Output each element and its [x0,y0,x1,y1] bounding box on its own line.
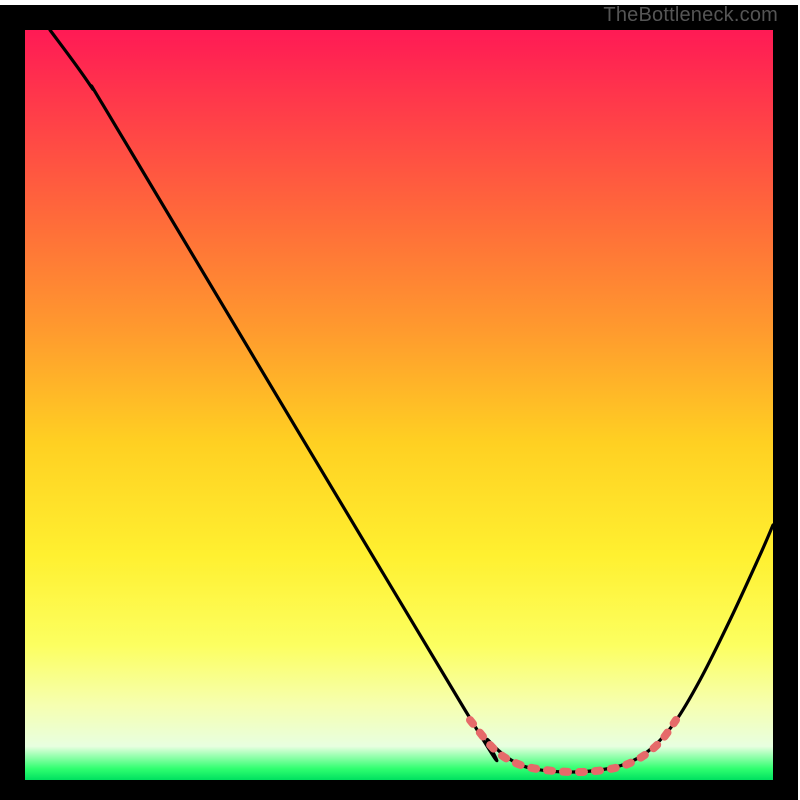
plot-background [25,30,773,780]
chart-container: TheBottleneck.com [0,0,800,800]
chart-svg [0,0,800,800]
watermark-text: TheBottleneck.com [603,4,778,27]
